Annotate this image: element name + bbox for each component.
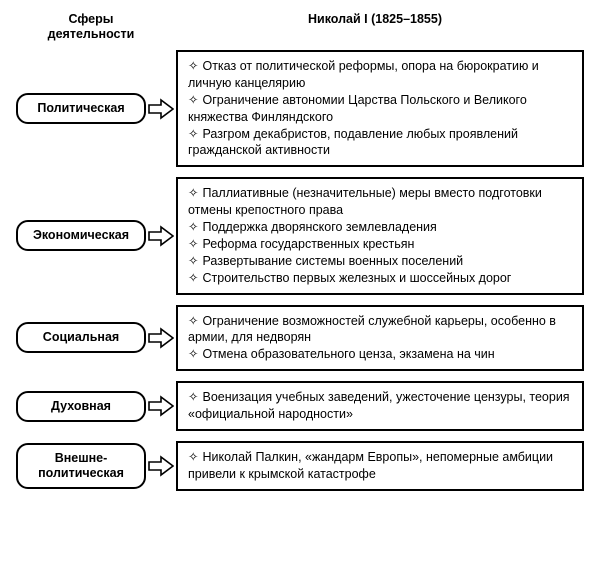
header-left: Сферыдеятельности — [16, 12, 166, 42]
content-item: ✧ Развертывание системы военных поселений — [188, 253, 572, 270]
content-box: ✧Паллиативные (незначительные) меры вмес… — [176, 177, 584, 294]
arrow-icon — [146, 327, 176, 349]
content-item-text: Развертывание системы военных поселений — [202, 254, 463, 268]
bullet-icon: ✧ — [188, 389, 198, 406]
content-item-text: Отказ от политической реформы, опора на … — [188, 59, 539, 90]
arrow-icon — [146, 98, 176, 120]
content-item: ✧Разгром декабристов, подавление любых п… — [188, 126, 572, 160]
bullet-icon: ✧ — [188, 236, 198, 253]
content-item: ✧Отказ от политической реформы, опора на… — [188, 58, 572, 92]
sphere-label: Социальная — [16, 322, 146, 353]
content-item-text: Ограничение автономии Царства Польского … — [188, 93, 527, 124]
bullet-icon: ✧ — [188, 270, 198, 287]
content-item: ✧Николай Палкин, «жандарм Европы», непо­… — [188, 449, 572, 483]
content-item-text: Реформа государственных крестьян — [202, 237, 414, 251]
content-item: ✧ Строительство первых железных и шоссейн… — [188, 270, 572, 287]
diagram-row: Внешне­политическая ✧Николай Палкин, «жа… — [16, 441, 584, 491]
bullet-icon: ✧ — [188, 346, 198, 363]
sphere-label: Политическая — [16, 93, 146, 124]
content-item: ✧Ограничение возможностей служебной карь… — [188, 313, 572, 347]
header-right: Николай I (1825–1855) — [166, 12, 584, 42]
rows-container: Политическая ✧Отказ от политической рефо… — [16, 50, 584, 491]
content-item: ✧Паллиативные (незначительные) меры вмес… — [188, 185, 572, 219]
sphere-label: Внешне­политическая — [16, 443, 146, 489]
content-item: ✧ Реформа государственных крестьян — [188, 236, 572, 253]
sphere-label: Экономическая — [16, 220, 146, 251]
content-item: ✧Ограничение автономии Царства Польского… — [188, 92, 572, 126]
content-item-text: Военизация учебных заведений, ужесточени… — [188, 390, 570, 421]
arrow-icon — [146, 395, 176, 417]
bullet-icon: ✧ — [188, 126, 198, 143]
content-box: ✧Военизация учебных заведений, ужесточен… — [176, 381, 584, 431]
content-item-text: Ограничение возможностей служебной карье… — [188, 314, 556, 345]
bullet-icon: ✧ — [188, 58, 198, 75]
content-item: ✧Военизация учебных заведений, ужесточен… — [188, 389, 572, 423]
sphere-label: Духовная — [16, 391, 146, 422]
diagram-row: Духовная ✧Военизация учебных заведений, … — [16, 381, 584, 431]
content-item-text: Строительство первых железных и шоссейны… — [202, 271, 511, 285]
content-item-text: Паллиативные (незначительные) меры вмест… — [188, 186, 542, 217]
content-item-text: Поддержка дворянского землевладения — [202, 220, 436, 234]
bullet-icon: ✧ — [188, 219, 198, 236]
content-box: ✧Ограничение возможностей служебной карь… — [176, 305, 584, 372]
content-item-text: Разгром декабристов, подавление любых пр… — [188, 127, 518, 158]
content-box: ✧Отказ от политической реформы, опора на… — [176, 50, 584, 167]
bullet-icon: ✧ — [188, 185, 198, 202]
arrow-icon — [146, 455, 176, 477]
content-item: ✧ Отмена образовательного ценза, экзамена… — [188, 346, 572, 363]
bullet-icon: ✧ — [188, 253, 198, 270]
bullet-icon: ✧ — [188, 92, 198, 109]
diagram-row: Политическая ✧Отказ от политической рефо… — [16, 50, 584, 167]
content-item-text: Отмена образовательного ценза, экзамена … — [202, 347, 494, 361]
bullet-icon: ✧ — [188, 313, 198, 330]
diagram-row: Социальная ✧Ограничение возможностей слу… — [16, 305, 584, 372]
arrow-icon — [146, 225, 176, 247]
header-row: Сферыдеятельности Николай I (1825–1855) — [16, 12, 584, 42]
content-box: ✧Николай Палкин, «жандарм Европы», непо­… — [176, 441, 584, 491]
content-item: ✧ Поддержка дворянского землевладения — [188, 219, 572, 236]
bullet-icon: ✧ — [188, 449, 198, 466]
content-item-text: Николай Палкин, «жандарм Европы», непо­м… — [188, 450, 553, 481]
diagram-row: Экономическая ✧Паллиативные (незначитель… — [16, 177, 584, 294]
